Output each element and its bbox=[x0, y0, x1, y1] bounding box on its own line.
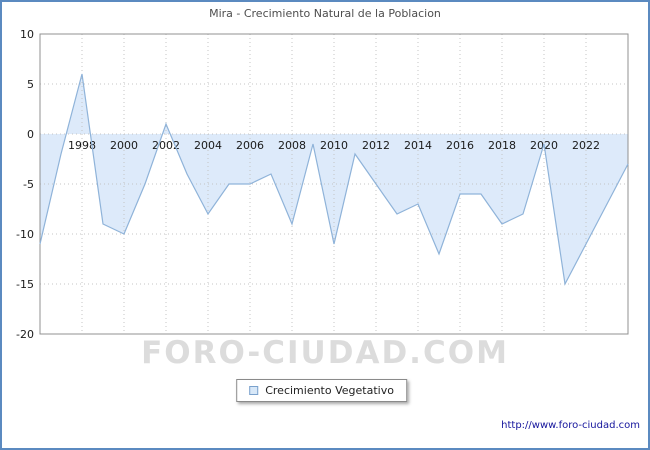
x-tick-label: 2000 bbox=[110, 139, 138, 152]
x-tick-label: 2016 bbox=[446, 139, 474, 152]
x-tick-label: 2004 bbox=[194, 139, 222, 152]
y-tick-label: 0 bbox=[27, 128, 34, 141]
x-tick-label: 2010 bbox=[320, 139, 348, 152]
x-tick-label: 2006 bbox=[236, 139, 264, 152]
series-line bbox=[39, 73, 629, 286]
footer-link[interactable]: http://www.foro-ciudad.com bbox=[501, 420, 640, 431]
chart-title: Mira - Crecimiento Natural de la Poblaci… bbox=[209, 7, 441, 20]
y-tick-label: 5 bbox=[27, 78, 34, 91]
y-tick-label: -20 bbox=[16, 328, 34, 341]
x-tick-label: 1998 bbox=[68, 139, 96, 152]
x-tick-label: 2012 bbox=[362, 139, 390, 152]
y-tick-label: -5 bbox=[23, 178, 34, 191]
y-tick-label: -15 bbox=[16, 278, 34, 291]
x-tick-label: 2018 bbox=[488, 139, 516, 152]
x-tick-label: 2014 bbox=[404, 139, 432, 152]
y-tick-label: 10 bbox=[20, 28, 34, 41]
x-tick-label: 2022 bbox=[572, 139, 600, 152]
legend: Crecimiento Vegetativo bbox=[236, 379, 407, 402]
legend-label: Crecimiento Vegetativo bbox=[265, 384, 394, 397]
legend-swatch-icon bbox=[249, 386, 259, 395]
y-tick-label: -10 bbox=[16, 228, 34, 241]
x-tick-label: 2002 bbox=[152, 139, 180, 152]
x-tick-label: 2008 bbox=[278, 139, 306, 152]
plot-border bbox=[39, 33, 629, 335]
